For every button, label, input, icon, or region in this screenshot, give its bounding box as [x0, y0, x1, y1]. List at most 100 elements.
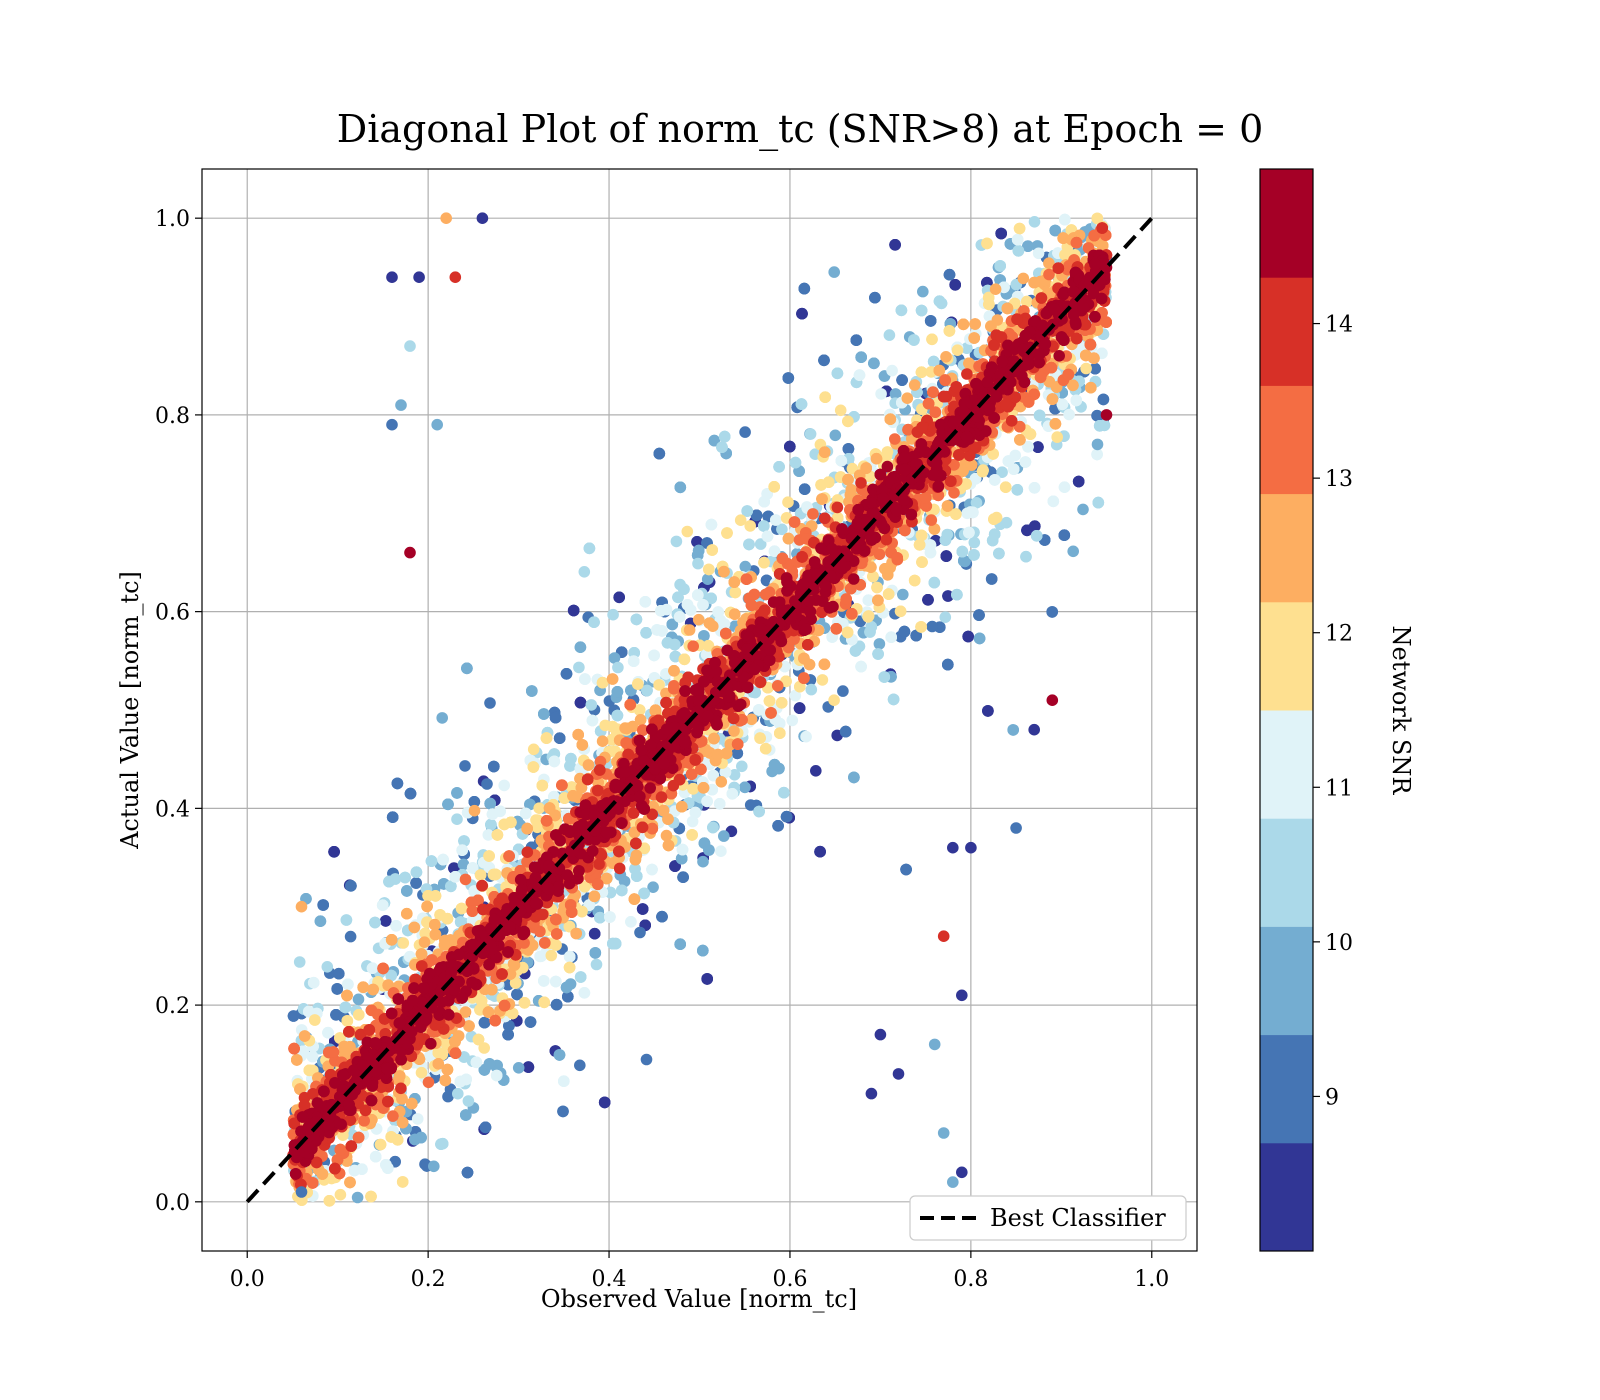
- scatter-point: [731, 747, 744, 760]
- scatter-point: [786, 714, 799, 727]
- scatter-point: [850, 334, 863, 347]
- scatter-point: [828, 266, 840, 278]
- scatter-point: [344, 930, 357, 943]
- scatter-point: [924, 315, 937, 327]
- scatter-point: [540, 732, 553, 744]
- scatter-point: [784, 440, 796, 453]
- scatter-point: [926, 333, 938, 346]
- scatter-point: [415, 1066, 428, 1079]
- scatter-point: [1049, 224, 1061, 237]
- scatter-point: [805, 683, 818, 696]
- scatter-point: [961, 507, 973, 520]
- scatter-point: [1091, 409, 1103, 422]
- scatter-point: [1030, 530, 1043, 542]
- scatter-point: [487, 868, 500, 881]
- scatter-point: [1067, 545, 1079, 558]
- scatter-point: [611, 709, 624, 722]
- scatter-point: [804, 428, 817, 440]
- scatter-point: [462, 1095, 475, 1107]
- scatter-point: [743, 538, 755, 551]
- scatter-point: [956, 545, 969, 558]
- scatter-point: [563, 961, 576, 974]
- scatter-point: [908, 334, 920, 346]
- scatter-point: [339, 1001, 352, 1014]
- scatter-point: [829, 429, 842, 442]
- scatter-point: [428, 1160, 440, 1173]
- scatter-point: [715, 845, 727, 857]
- scatter-point: [962, 630, 974, 643]
- scatter-point: [697, 855, 709, 868]
- scatter-point: [585, 699, 598, 711]
- scatter-point: [436, 712, 449, 724]
- scatter-point: [481, 778, 493, 790]
- scatter-point: [1070, 394, 1083, 407]
- scatter-point: [705, 518, 718, 531]
- scatter-point: [708, 434, 721, 447]
- scatter-point: [479, 1121, 492, 1134]
- scatter-point: [560, 981, 573, 994]
- scatter-point: [389, 873, 402, 885]
- scatter-point: [753, 805, 765, 818]
- scatter-point: [865, 621, 878, 633]
- scatter-point: [669, 860, 681, 872]
- scatter-point: [910, 629, 922, 642]
- scatter-point: [707, 821, 719, 834]
- scatter-point: [676, 843, 689, 856]
- scatter-point: [1022, 240, 1034, 252]
- scatter-point: [753, 704, 765, 716]
- scatter-point: [958, 555, 970, 567]
- scatter-point: [434, 909, 446, 921]
- scatter-point: [640, 1053, 653, 1066]
- scatter-point: [498, 779, 511, 792]
- scatter-point: [1007, 463, 1020, 476]
- scatter-point: [1072, 475, 1085, 488]
- scatter-point: [894, 605, 907, 618]
- scatter-point: [734, 514, 747, 526]
- scatter-point: [548, 755, 561, 768]
- scatter-point: [322, 1026, 334, 1039]
- scatter-point: [897, 588, 909, 601]
- scatter-point: [502, 1028, 514, 1041]
- scatter-point: [773, 461, 785, 473]
- scatter-point: [1091, 448, 1103, 461]
- scatter-point: [1013, 222, 1026, 235]
- scatter-point: [993, 547, 1005, 560]
- scatter-point: [449, 871, 462, 883]
- plot-area: 0.0 0.2 0.4 0.6 0.8 1.0 0.00.20.40.60.81.0: [155, 168, 1198, 1292]
- scatter-point: [474, 869, 487, 881]
- scatter-point: [404, 787, 417, 800]
- scatter-point: [550, 975, 562, 988]
- scatter-point: [648, 649, 660, 662]
- scatter-point: [768, 758, 781, 771]
- scatter-point: [317, 899, 330, 911]
- scatter-point: [522, 1061, 535, 1073]
- scatter-point: [307, 976, 320, 989]
- scatter-point: [590, 958, 603, 971]
- scatter-point: [882, 588, 895, 600]
- scatter-point: [1059, 213, 1071, 226]
- scatter-point: [839, 725, 852, 738]
- scatter-point: [849, 645, 862, 657]
- scatter-point: [853, 369, 866, 381]
- scatter-point: [885, 631, 897, 643]
- scatter-point: [538, 708, 550, 720]
- scatter-point: [684, 604, 697, 616]
- scatter-point: [468, 796, 481, 808]
- scatter-point: [835, 455, 848, 467]
- scatter-point: [666, 618, 679, 631]
- scatter-point: [553, 1049, 566, 1061]
- scatter-point: [915, 366, 928, 379]
- scatter-point: [365, 1190, 377, 1203]
- scatter-point: [409, 1133, 421, 1146]
- scatter-point: [678, 583, 690, 595]
- scatter-point: [750, 509, 763, 522]
- scatter-point: [589, 947, 602, 959]
- scatter-point: [933, 295, 946, 308]
- scatter-point: [818, 354, 830, 367]
- scatter-point: [754, 732, 766, 744]
- scatter-point: [611, 686, 624, 698]
- scatter-point: [512, 1062, 525, 1074]
- scatter-point: [366, 962, 379, 974]
- scatter-point: [538, 975, 550, 987]
- scatter-point: [1058, 529, 1071, 541]
